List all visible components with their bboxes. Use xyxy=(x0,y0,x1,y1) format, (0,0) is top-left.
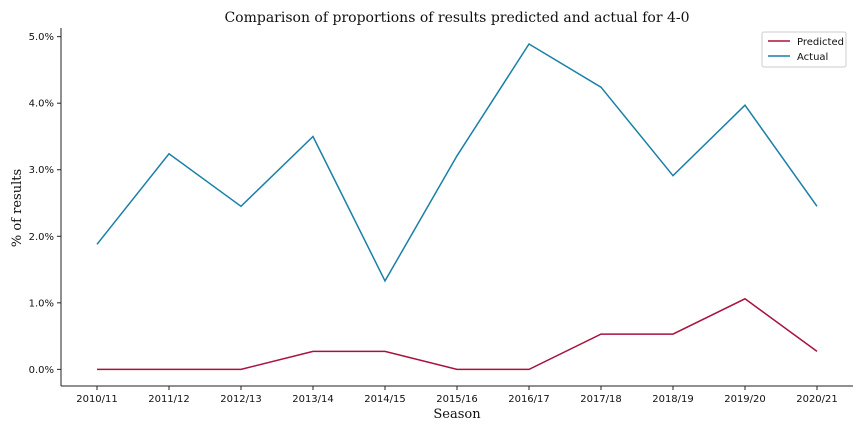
x-tick-label: 2014/15 xyxy=(364,394,406,405)
y-tick-label: 5.0% xyxy=(29,32,54,43)
series-layer xyxy=(96,42,818,371)
x-tick-label: 2012/13 xyxy=(220,394,262,405)
y-ticks: 0.0% 1.0% 2.0% 3.0% 4.0% 5.0% xyxy=(29,32,61,376)
legend-label-predicted: Predicted xyxy=(797,37,844,48)
y-tick-label: 2.0% xyxy=(29,232,54,243)
x-tick-label: 2018/19 xyxy=(652,394,694,405)
x-tick-label: 2015/16 xyxy=(436,394,478,405)
x-tick-label: 2013/14 xyxy=(292,394,334,405)
x-tick-label: 2010/11 xyxy=(76,394,118,405)
legend: Predicted Actual xyxy=(761,31,847,68)
x-tick-label: 2020/21 xyxy=(796,394,838,405)
y-tick-label: 4.0% xyxy=(29,99,54,110)
x-axis-label: Season xyxy=(433,407,481,422)
y-axis-label: % of results xyxy=(10,169,25,247)
x-tick-label: 2016/17 xyxy=(508,394,550,405)
series-line-predicted xyxy=(97,297,818,371)
series-line-actual xyxy=(96,42,818,283)
legend-label-actual: Actual xyxy=(797,52,828,63)
x-ticks: 2010/11 2011/12 2012/13 2013/14 2014/15 2015/… xyxy=(76,386,838,405)
y-tick-label: 3.0% xyxy=(29,165,54,176)
x-tick-label: 2011/12 xyxy=(148,394,190,405)
x-tick-label: 2017/18 xyxy=(580,394,622,405)
y-tick-label: 0.0% xyxy=(29,365,54,376)
y-tick-label: 1.0% xyxy=(29,298,54,309)
x-tick-label: 2019/20 xyxy=(724,394,766,405)
chart-title: Comparison of proportions of results pre… xyxy=(224,10,689,26)
